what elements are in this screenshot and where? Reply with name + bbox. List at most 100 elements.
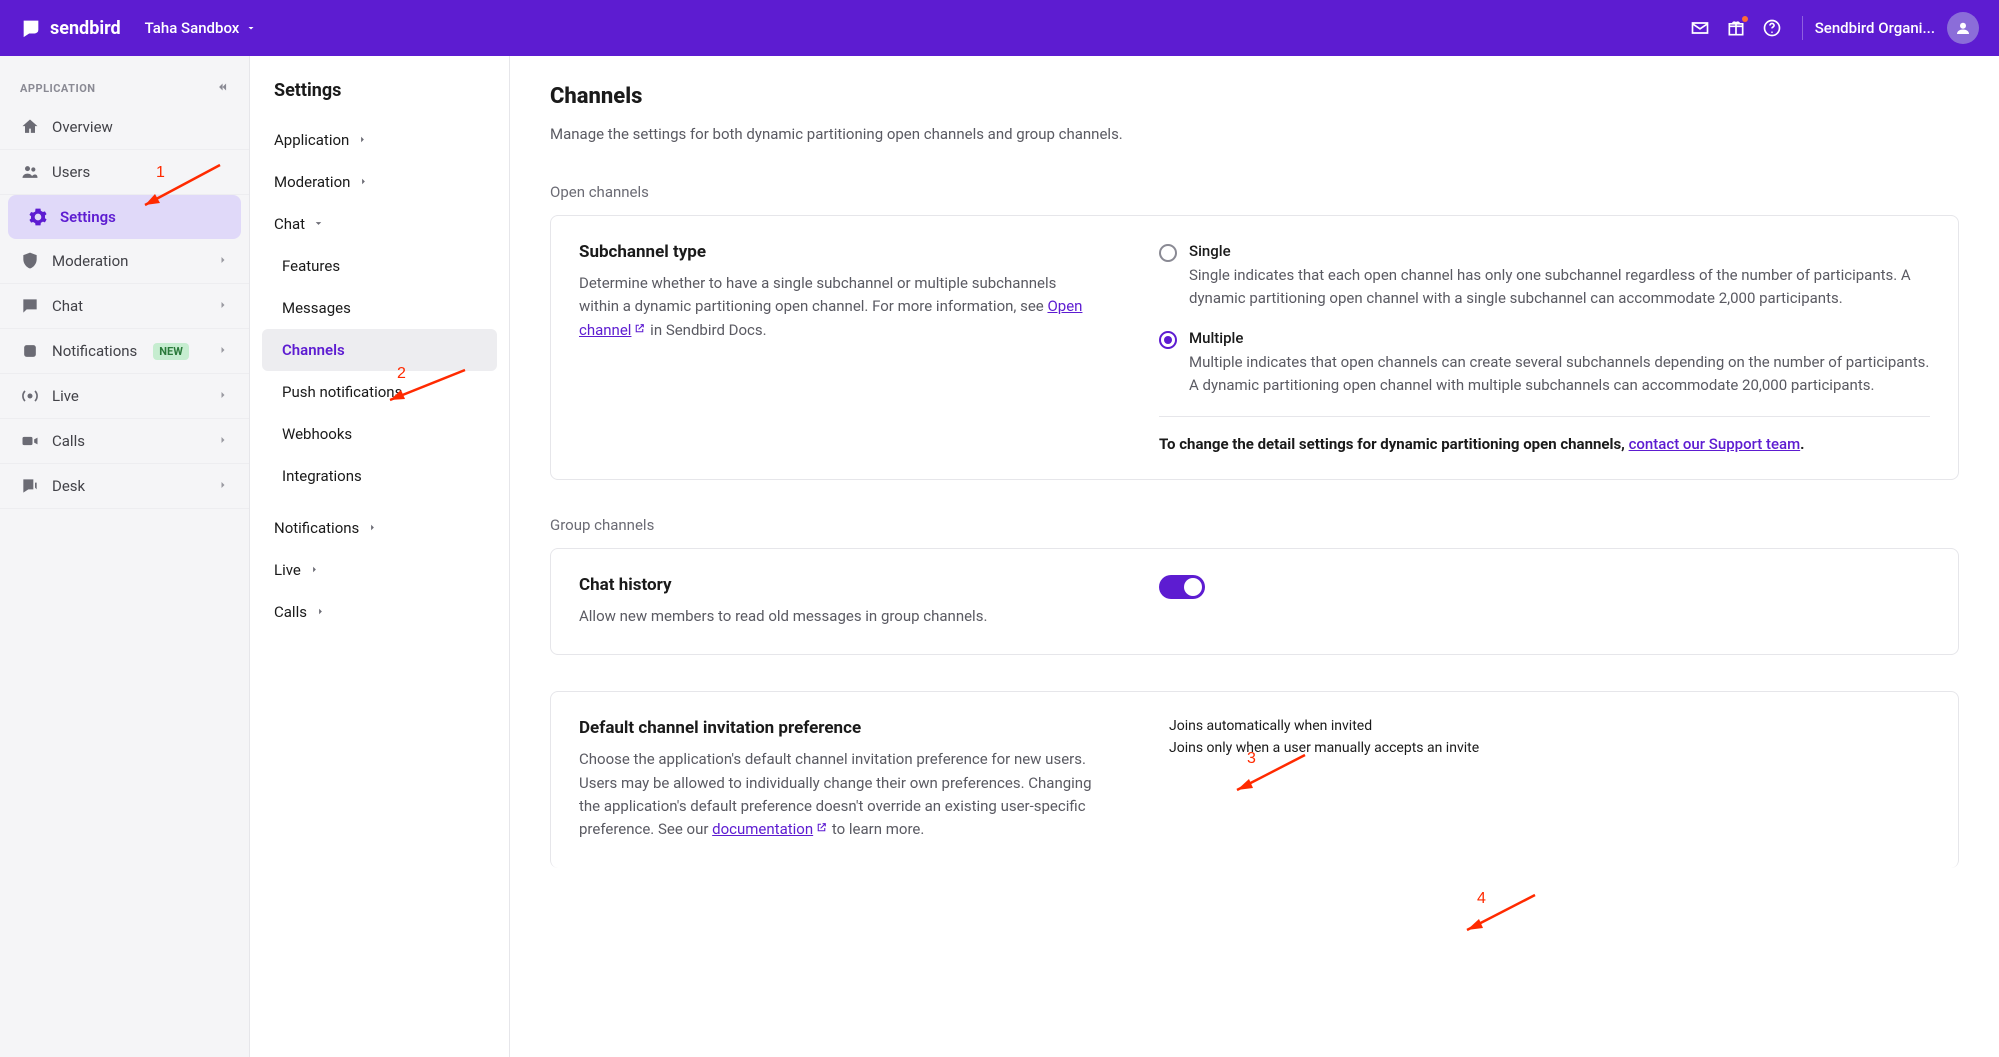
settings-group-notifications[interactable]: Notifications xyxy=(262,507,497,549)
note-post: . xyxy=(1800,435,1804,453)
group-label: Calls xyxy=(274,603,307,621)
radio-desc: Single indicates that each open channel … xyxy=(1189,264,1930,309)
sub-label: Webhooks xyxy=(282,425,352,443)
radio-label: Joins automatically when invited xyxy=(1169,718,1372,734)
mail-icon-button[interactable] xyxy=(1682,10,1718,46)
topbar: sendbird Taha Sandbox Sendbird Organi... xyxy=(0,0,1999,56)
mail-icon xyxy=(1690,18,1710,38)
chevron-right-icon xyxy=(217,342,229,360)
settings-sidebar: Settings Application Moderation Chat Fea… xyxy=(250,56,510,1057)
desc-post: to learn more. xyxy=(828,820,924,838)
invite-pref-title: Default channel invitation preference xyxy=(579,718,1099,738)
topbar-divider xyxy=(1802,16,1803,40)
app-switcher[interactable]: Taha Sandbox xyxy=(145,19,258,37)
sidebar-item-chat[interactable]: Chat xyxy=(0,284,249,329)
sub-label: Features xyxy=(282,257,340,275)
settings-sub-messages[interactable]: Messages xyxy=(262,287,497,329)
new-badge: NEW xyxy=(153,343,189,360)
sidebar-item-notifications[interactable]: Notifications NEW xyxy=(0,329,249,374)
chat-icon xyxy=(20,296,40,316)
radio-option-single[interactable]: Single Single indicates that each open c… xyxy=(1159,242,1930,309)
chevron-right-icon xyxy=(315,603,326,621)
settings-group-chat[interactable]: Chat xyxy=(262,203,497,245)
chevron-right-icon xyxy=(217,297,229,315)
radio-label: Single xyxy=(1189,242,1930,260)
external-link-icon xyxy=(633,319,646,342)
settings-group-application[interactable]: Application xyxy=(262,119,497,161)
external-link-icon xyxy=(815,818,828,841)
group-label: Live xyxy=(274,561,301,579)
page-title: Channels xyxy=(550,84,1959,109)
sidebar-section-text: APPLICATION xyxy=(20,82,96,95)
subchannel-desc: Determine whether to have a single subch… xyxy=(579,272,1099,342)
settings-sidebar-title: Settings xyxy=(262,80,497,119)
page-subtitle: Manage the settings for both dynamic par… xyxy=(550,125,1959,143)
open-channels-section-title: Open channels xyxy=(550,183,1959,201)
note-pre: To change the detail settings for dynami… xyxy=(1159,435,1629,453)
sidebar-section-label: APPLICATION xyxy=(0,68,249,105)
sidebar-item-settings[interactable]: Settings xyxy=(8,195,241,239)
nav-label: Desk xyxy=(52,477,85,495)
user-avatar[interactable] xyxy=(1947,12,1979,44)
primary-sidebar: APPLICATION Overview Users Settings Mode… xyxy=(0,56,250,1057)
nav-label: Settings xyxy=(60,208,116,226)
subchannel-type-card: Subchannel type Determine whether to hav… xyxy=(550,215,1959,480)
radio-option-manual[interactable]: Joins only when a user manually accepts … xyxy=(1159,740,1930,756)
chevron-down-icon xyxy=(313,215,324,233)
org-name[interactable]: Sendbird Organi... xyxy=(1815,19,1935,37)
gift-icon-button[interactable] xyxy=(1718,10,1754,46)
sidebar-item-live[interactable]: Live xyxy=(0,374,249,419)
settings-group-live[interactable]: Live xyxy=(262,549,497,591)
nav-label: Overview xyxy=(52,118,113,136)
notification-dot xyxy=(1742,16,1748,22)
shield-icon xyxy=(20,251,40,271)
settings-sub-integrations[interactable]: Integrations xyxy=(262,455,497,497)
sidebar-item-users[interactable]: Users xyxy=(0,150,249,195)
chevron-right-icon xyxy=(367,519,378,537)
chevron-right-icon xyxy=(217,387,229,405)
settings-group-moderation[interactable]: Moderation xyxy=(262,161,497,203)
chevron-right-icon xyxy=(358,173,369,191)
radio-option-auto[interactable]: Joins automatically when invited xyxy=(1159,718,1930,734)
settings-sub-channels[interactable]: Channels xyxy=(262,329,497,371)
sidebar-item-desk[interactable]: Desk xyxy=(0,464,249,509)
chevron-down-icon xyxy=(245,22,257,34)
settings-sub-push[interactable]: Push notifications xyxy=(262,371,497,413)
support-link[interactable]: contact our Support team xyxy=(1629,435,1801,453)
chevron-right-icon xyxy=(217,477,229,495)
chat-history-toggle[interactable] xyxy=(1159,575,1205,599)
settings-group-calls[interactable]: Calls xyxy=(262,591,497,633)
nav-label: Live xyxy=(52,387,79,405)
brand-text: sendbird xyxy=(50,18,121,39)
help-icon-button[interactable] xyxy=(1754,10,1790,46)
broadcast-icon xyxy=(20,386,40,406)
users-icon xyxy=(20,162,40,182)
brand-logo[interactable]: sendbird xyxy=(20,17,121,39)
radio-label: Joins only when a user manually accepts … xyxy=(1169,740,1479,756)
radio-option-multiple[interactable]: Multiple Multiple indicates that open ch… xyxy=(1159,329,1930,396)
sub-label: Integrations xyxy=(282,467,362,485)
help-icon xyxy=(1762,18,1782,38)
sidebar-item-overview[interactable]: Overview xyxy=(0,105,249,150)
notifications-icon xyxy=(20,341,40,361)
settings-sub-features[interactable]: Features xyxy=(262,245,497,287)
sendbird-logo-icon xyxy=(20,17,42,39)
collapse-sidebar-icon[interactable] xyxy=(215,80,229,97)
radio-multiple[interactable] xyxy=(1159,331,1177,349)
desc-pre: Determine whether to have a single subch… xyxy=(579,274,1056,315)
home-icon xyxy=(20,117,40,137)
divider xyxy=(1159,416,1930,417)
radio-label: Multiple xyxy=(1189,329,1930,347)
sidebar-item-calls[interactable]: Calls xyxy=(0,419,249,464)
settings-sub-webhooks[interactable]: Webhooks xyxy=(262,413,497,455)
radio-single[interactable] xyxy=(1159,244,1177,262)
documentation-link[interactable]: documentation xyxy=(712,820,813,838)
group-channels-section-title: Group channels xyxy=(550,516,1959,534)
chevron-right-icon xyxy=(309,561,320,579)
sidebar-item-moderation[interactable]: Moderation xyxy=(0,239,249,284)
gear-icon xyxy=(28,207,48,227)
chevron-right-icon xyxy=(357,131,368,149)
group-label: Application xyxy=(274,131,349,149)
group-label: Chat xyxy=(274,215,305,233)
video-icon xyxy=(20,431,40,451)
